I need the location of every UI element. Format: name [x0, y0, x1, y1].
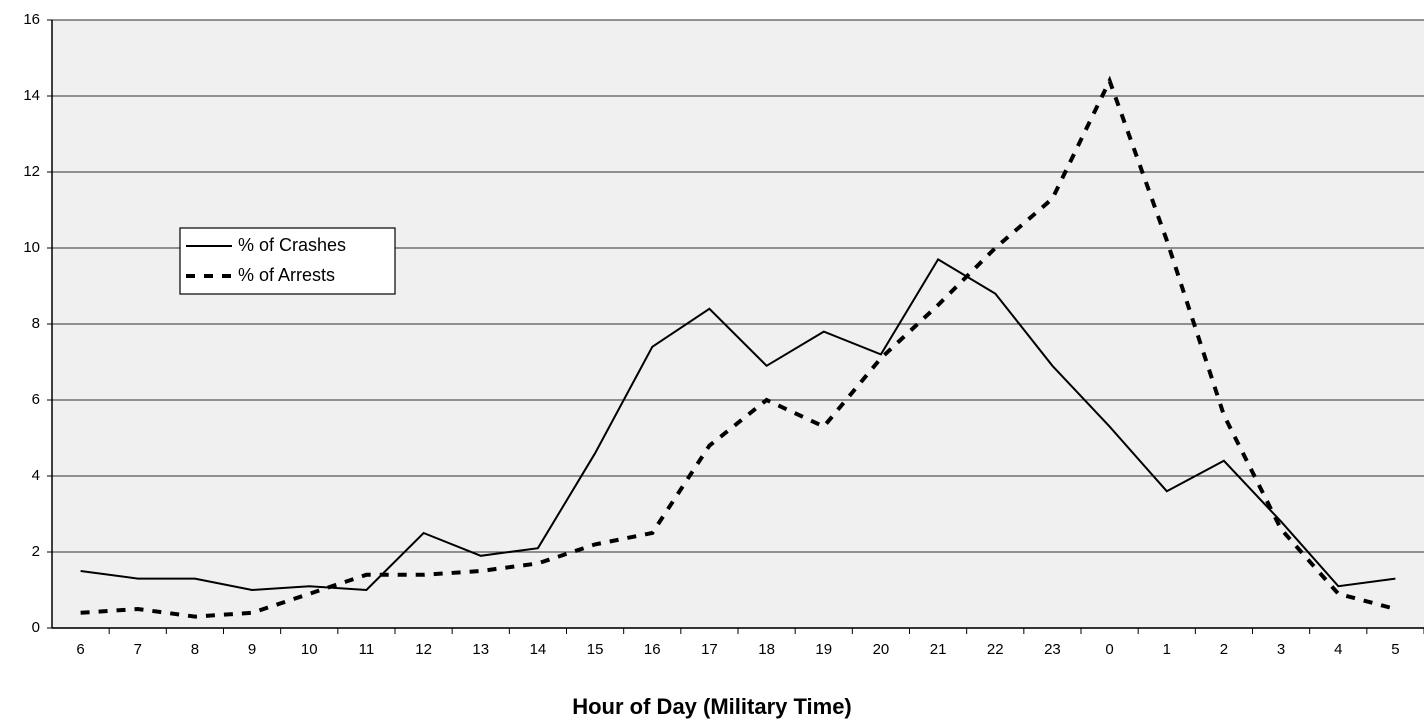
x-tick-label: 9: [248, 641, 256, 658]
x-tick-label: 19: [815, 641, 832, 658]
x-tick-label: 0: [1105, 641, 1113, 658]
x-tick-label: 7: [134, 641, 142, 658]
x-tick-label: 22: [987, 641, 1004, 658]
y-tick-label: 2: [32, 543, 40, 560]
x-axis-title: Hour of Day (Military Time): [572, 694, 852, 719]
x-tick-label: 15: [587, 641, 604, 658]
y-tick-label: 14: [23, 87, 40, 104]
y-tick-label: 6: [32, 391, 40, 408]
x-tick-label: 4: [1334, 641, 1342, 658]
x-tick-label: 17: [701, 641, 718, 658]
y-tick-label: 10: [23, 239, 40, 256]
legend-label: % of Crashes: [238, 235, 346, 255]
y-tick-label: 0: [32, 619, 40, 636]
x-tick-label: 18: [758, 641, 775, 658]
x-tick-label: 10: [301, 641, 318, 658]
x-tick-label: 3: [1277, 641, 1285, 658]
x-tick-label: 21: [930, 641, 947, 658]
x-tick-label: 11: [359, 641, 375, 658]
x-tick-label: 16: [644, 641, 661, 658]
y-tick-label: 16: [23, 11, 40, 28]
y-tick-label: 8: [32, 315, 40, 332]
series-line: [80, 75, 1396, 619]
x-tick-label: 23: [1044, 641, 1061, 658]
x-tick-label: 13: [472, 641, 489, 658]
y-tick-label: 12: [23, 163, 40, 180]
x-tick-label: 8: [191, 641, 199, 658]
legend-box: [179, 227, 396, 295]
x-tick-label: 2: [1220, 641, 1228, 658]
x-tick-label: 20: [873, 641, 890, 658]
y-tick-label: 4: [32, 467, 40, 484]
x-tick-label: 5: [1391, 641, 1399, 658]
x-tick-label: 1: [1163, 641, 1171, 658]
x-tick-label: 6: [76, 641, 84, 658]
series-line: [80, 258, 1396, 592]
x-tick-label: 12: [415, 641, 432, 658]
x-tick-label: 14: [530, 641, 547, 658]
legend-label: % of Arrests: [238, 265, 335, 285]
